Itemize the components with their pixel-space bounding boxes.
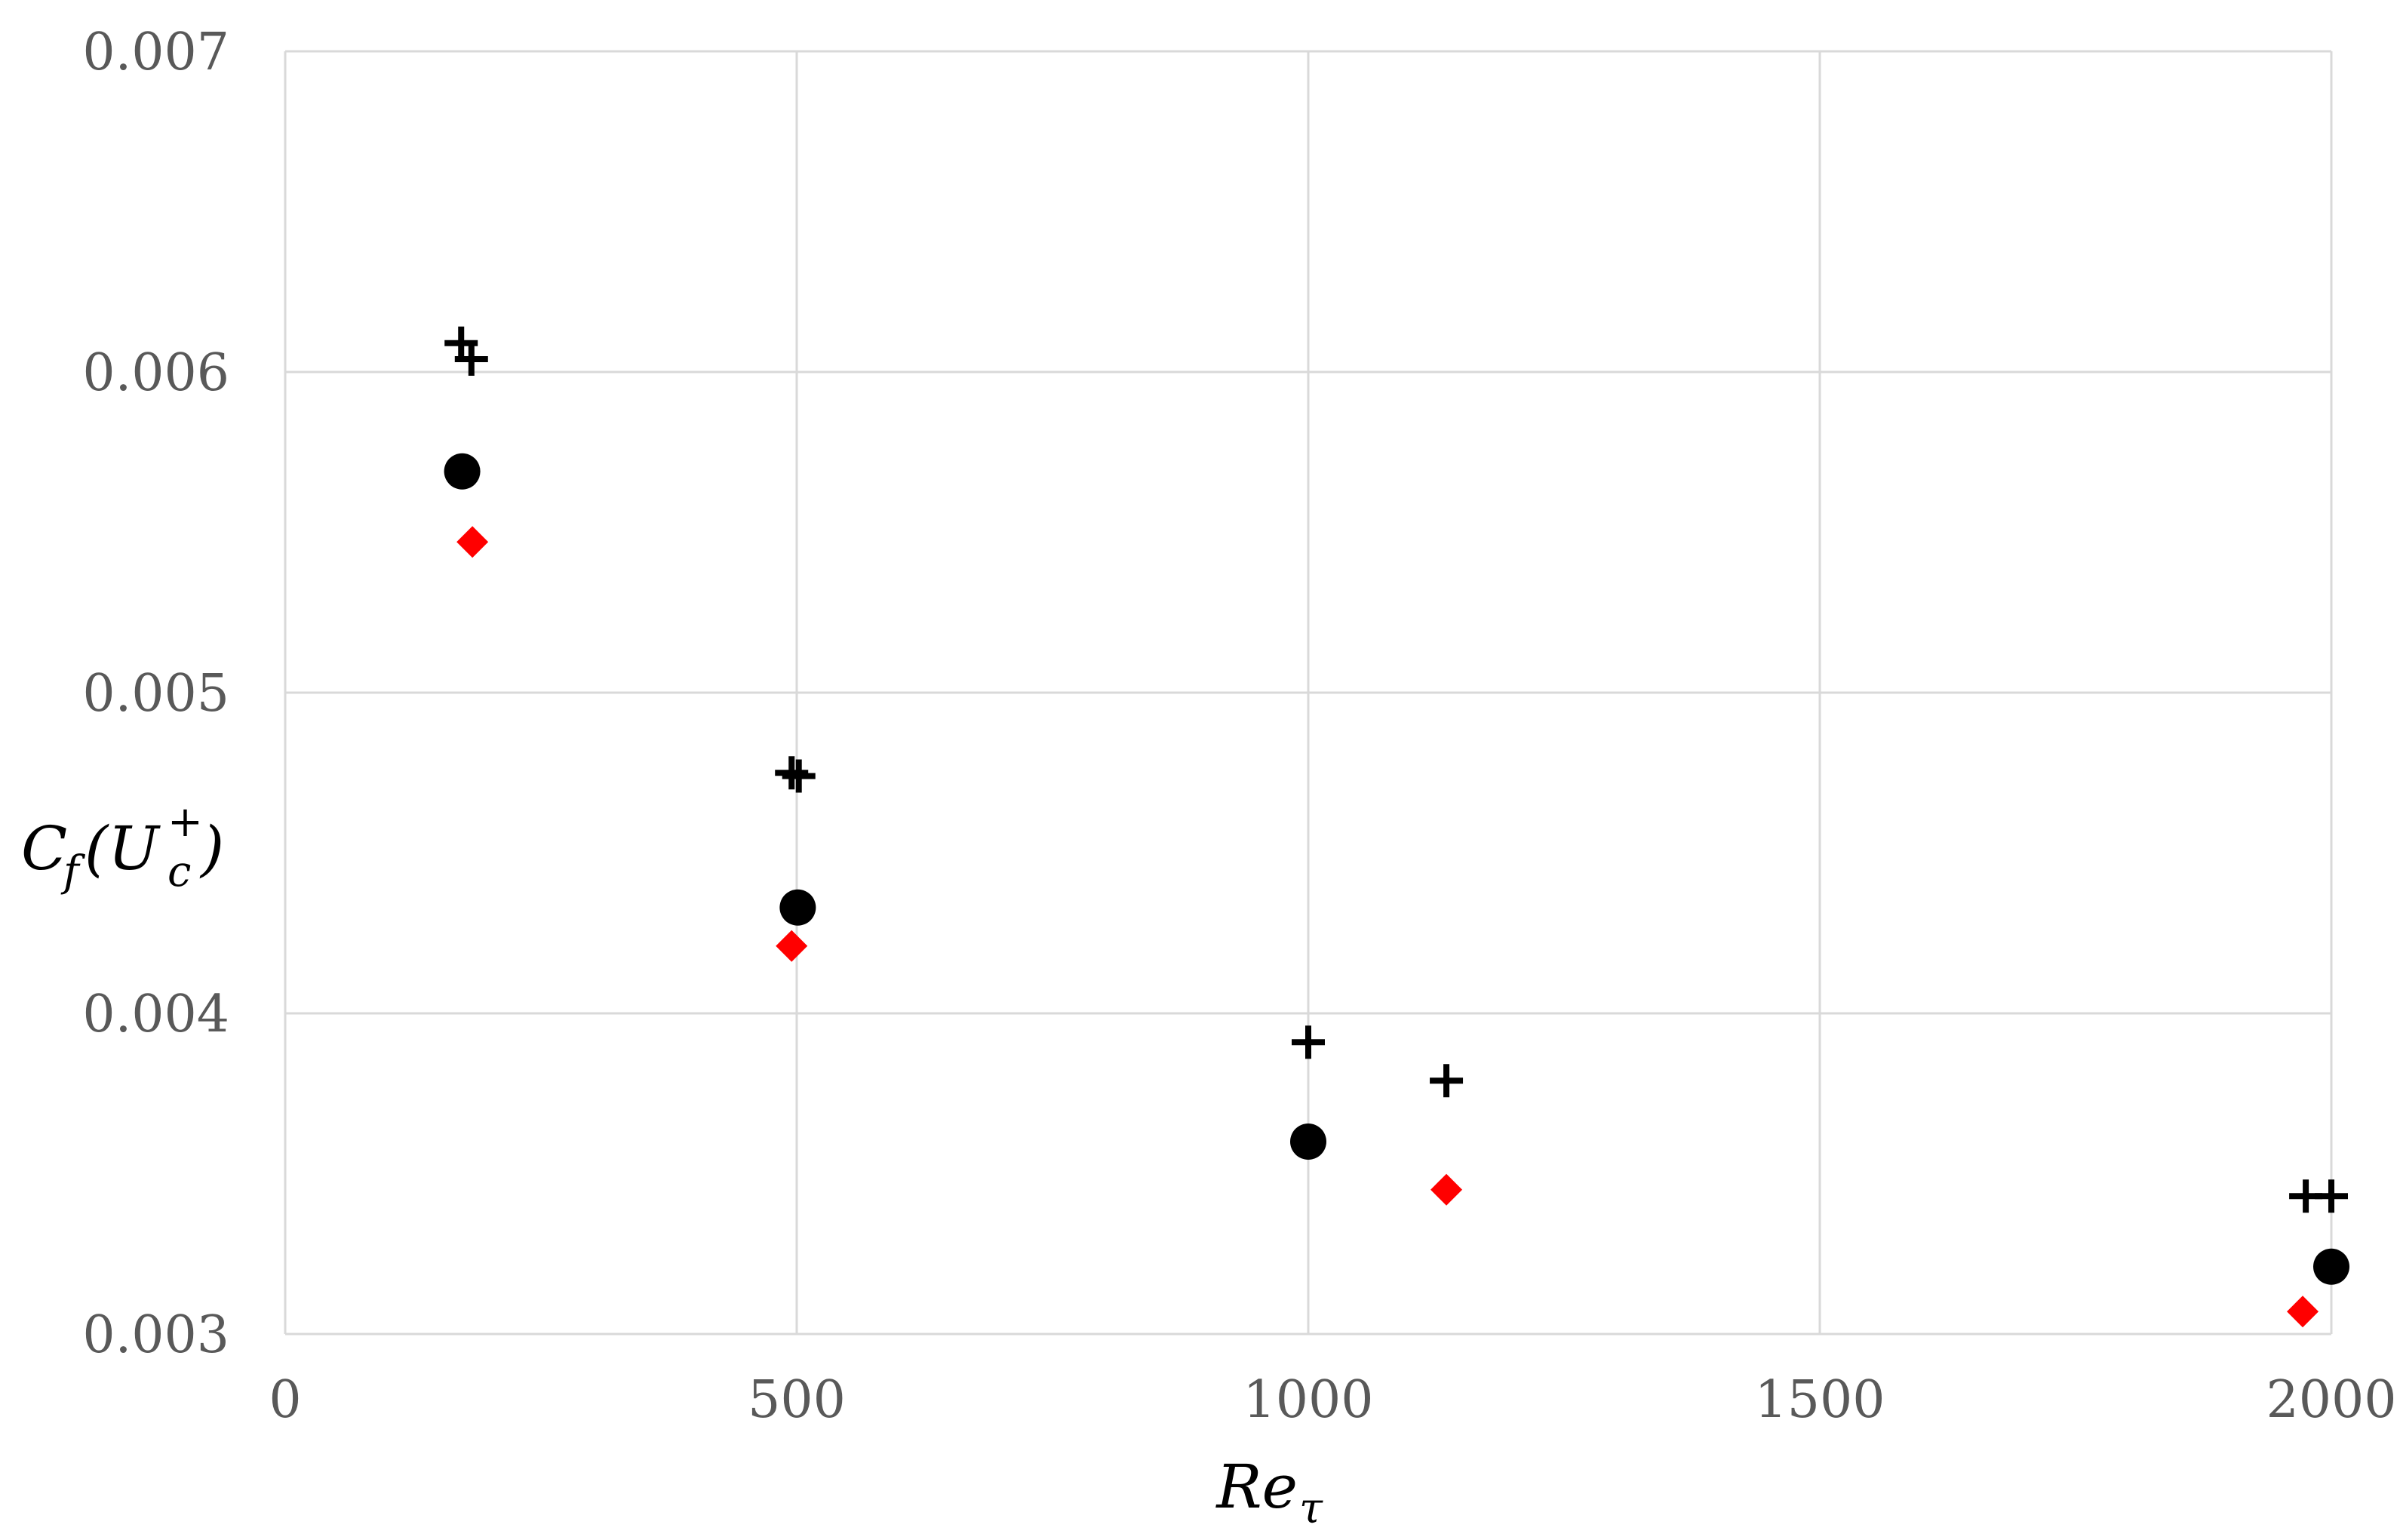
plus-marker bbox=[2315, 1179, 2348, 1213]
y-tick-label: 0.005 bbox=[82, 664, 229, 724]
plus-marker bbox=[1430, 1064, 1464, 1098]
x-tick-label: 0 bbox=[269, 1370, 301, 1430]
y-axis-label-sup: + bbox=[167, 798, 203, 847]
grid bbox=[284, 50, 2333, 1336]
circle-marker bbox=[1290, 1123, 1326, 1160]
plus-marker bbox=[775, 756, 809, 790]
x-tick-label: 2000 bbox=[2266, 1370, 2396, 1430]
y-axis-label: C f (U + c ) bbox=[21, 798, 224, 896]
diamond-marker bbox=[456, 526, 489, 558]
circle-marker bbox=[779, 889, 816, 926]
plus-marker bbox=[782, 759, 816, 793]
y-tick-label: 0.004 bbox=[82, 985, 229, 1044]
y-axis-label-main: C bbox=[21, 813, 67, 884]
x-tick-label: 1000 bbox=[1243, 1370, 1373, 1430]
y-axis-label-sub-c: c bbox=[167, 847, 191, 896]
x-tick-label: 500 bbox=[748, 1370, 846, 1430]
data-points bbox=[444, 326, 2349, 1328]
circle-marker bbox=[2313, 1248, 2349, 1285]
y-axis-label-open: (U bbox=[85, 813, 161, 884]
y-axis-ticks: 0.003 0.004 0.005 0.006 0.007 bbox=[82, 23, 229, 1365]
x-tick-label: 1500 bbox=[1754, 1370, 1885, 1430]
x-axis-ticks: 0 500 1000 1500 2000 bbox=[269, 1370, 2396, 1430]
y-tick-label: 0.007 bbox=[82, 23, 229, 82]
y-axis-label-sub-f: f bbox=[60, 847, 86, 896]
plus-marker bbox=[1292, 1025, 1325, 1059]
diamond-marker bbox=[776, 930, 808, 962]
y-tick-label: 0.003 bbox=[82, 1305, 229, 1365]
diamond-marker bbox=[1430, 1173, 1463, 1206]
circle-marker bbox=[444, 453, 481, 490]
x-axis-label-subscript: τ bbox=[1299, 1484, 1323, 1533]
plus-marker bbox=[454, 343, 488, 376]
y-axis-label-close: ) bbox=[199, 813, 224, 884]
x-axis-label: Re bbox=[1215, 1452, 1298, 1522]
diamond-marker bbox=[2287, 1296, 2319, 1328]
y-tick-label: 0.006 bbox=[82, 343, 229, 403]
